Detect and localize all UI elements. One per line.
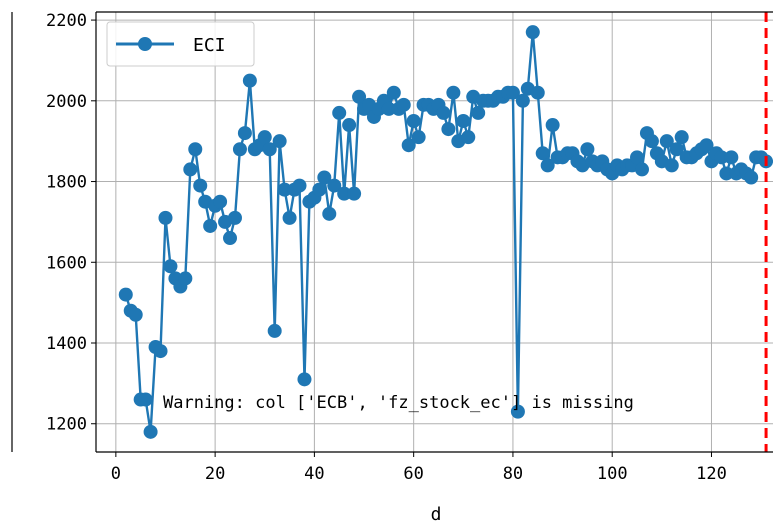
data-point-eci [153, 344, 168, 359]
data-point-eci [630, 150, 645, 165]
data-point-eci [322, 206, 337, 221]
data-point-eci [213, 194, 228, 209]
grid-lines [96, 12, 773, 452]
x-tick-label: 20 [205, 464, 225, 484]
data-point-eci [510, 404, 525, 419]
data-point-eci [406, 113, 421, 128]
y-tick-label: 1200 [46, 415, 87, 435]
data-point-eci [292, 178, 307, 193]
data-point-eci [381, 101, 396, 116]
missing-columns-warning: Warning: col ['ECB', 'fz_stock_ec'] is m… [163, 393, 634, 413]
x-tick-label: 0 [111, 464, 121, 484]
tick-labels: 0 20 40 60 80 100 120 1200 1400 1600 1800 2000 2200 [46, 11, 727, 484]
data-point-eci [535, 146, 550, 161]
data-point-eci [227, 210, 242, 225]
data-point-eci [441, 122, 456, 137]
x-axis-label: d [431, 504, 442, 523]
x-tick-label: 80 [503, 464, 523, 484]
data-point-eci [128, 307, 143, 322]
data-point-eci [317, 170, 332, 185]
data-point-eci [401, 138, 416, 153]
data-point-eci [644, 134, 659, 149]
data-point-eci [242, 73, 257, 88]
data-point-eci [118, 287, 133, 302]
data-point-eci [714, 150, 729, 165]
data-point-eci [143, 424, 158, 439]
data-point-eci [193, 178, 208, 193]
data-point-eci [436, 105, 451, 120]
data-point-eci [223, 231, 238, 246]
data-point-eci [386, 85, 401, 100]
data-point-eci [332, 105, 347, 120]
data-point-eci [188, 142, 203, 157]
data-point-eci [232, 142, 247, 157]
data-point-eci [163, 259, 178, 274]
y-tick-label: 2200 [46, 11, 87, 31]
legend-label-eci: ECI [193, 35, 226, 56]
legend-dot-marker [138, 37, 152, 51]
legend: ECI [106, 21, 255, 67]
data-point-eci [446, 85, 461, 100]
data-point-eci [262, 142, 277, 157]
data-point-eci [352, 89, 367, 104]
data-point-eci [545, 118, 560, 133]
data-point-eci [724, 150, 739, 165]
plot-area [118, 12, 773, 452]
data-point-eci [580, 142, 595, 157]
data-point-eci [634, 162, 649, 177]
data-point-eci [525, 25, 540, 40]
data-point-eci [327, 178, 342, 193]
data-point-eci [411, 130, 426, 145]
data-point-eci [138, 392, 153, 407]
data-point-eci [540, 158, 555, 173]
data-point-eci [158, 210, 173, 225]
data-point-eci [674, 130, 689, 145]
data-point-eci [337, 186, 352, 201]
x-tick-label: 120 [696, 464, 727, 484]
y-tick-label: 1800 [46, 173, 87, 193]
data-point-eci [183, 162, 198, 177]
data-point-eci [267, 323, 282, 338]
data-point-eci [659, 134, 674, 149]
data-point-eci [297, 372, 312, 387]
legend-box [106, 21, 255, 67]
data-point-eci [257, 130, 272, 145]
data-point-eci [515, 93, 530, 108]
data-point-eci [178, 271, 193, 286]
data-point-eci [282, 210, 297, 225]
y-tick-label: 1400 [46, 334, 87, 354]
data-point-eci [461, 130, 476, 145]
data-point-eci [471, 105, 486, 120]
data-point-eci [669, 142, 684, 157]
data-point-eci [342, 118, 357, 133]
x-tick-label: 40 [304, 464, 324, 484]
data-point-eci [505, 85, 520, 100]
data-point-eci [530, 85, 545, 100]
y-tick-label: 1600 [46, 253, 87, 273]
data-point-eci [396, 97, 411, 112]
x-tick-label: 100 [597, 464, 628, 484]
data-point-eci [699, 138, 714, 153]
data-point-eci [719, 166, 734, 181]
y-tick-label: 2000 [46, 92, 87, 112]
x-tick-label: 60 [403, 464, 423, 484]
axes [91, 11, 773, 457]
data-point-eci [312, 182, 327, 197]
data-point-eci [664, 158, 679, 173]
data-point-eci [277, 182, 292, 197]
data-point-eci [456, 113, 471, 128]
data-point-eci [272, 134, 287, 149]
data-point-eci [744, 170, 759, 185]
data-point-eci [347, 186, 362, 201]
data-point-eci [237, 126, 252, 141]
series-line-eci [124, 31, 767, 433]
data-point-eci [203, 218, 218, 233]
